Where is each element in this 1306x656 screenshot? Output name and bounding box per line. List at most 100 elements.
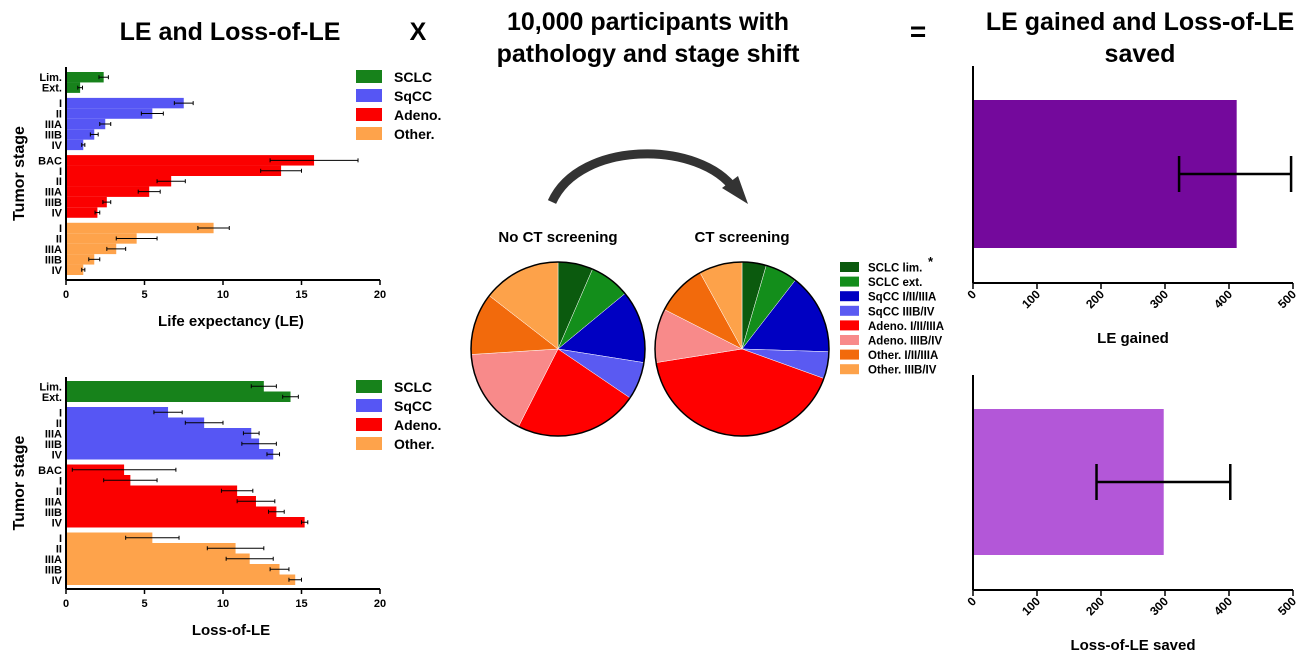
tick-label-x: 15 (295, 598, 307, 610)
legend-label: Adeno. IIIB/IV (868, 336, 942, 348)
arrow-head (722, 176, 748, 204)
times-symbol: X (409, 18, 427, 46)
legend-label: SqCC (394, 88, 432, 104)
bar-le-sqcc-i (66, 97, 184, 109)
title-middle: 10,000 participants with pathology and s… (496, 8, 800, 68)
bar-loss-sqcc-iiib (66, 438, 260, 449)
pie-outline (654, 261, 830, 437)
equals-symbol: = (909, 16, 927, 47)
tick-label-x: 0 (964, 287, 979, 302)
legend-swatch (840, 320, 859, 331)
bar-loss-sqcc-ii (66, 417, 205, 428)
pie-outline (470, 261, 646, 437)
legend-label: SCLC ext. (868, 277, 922, 289)
bar-le-sclc-ext. (66, 82, 81, 93)
bar-le-adeno-i (66, 165, 282, 176)
bar-loss-other-ii (66, 543, 236, 554)
legend-label: Other. (394, 436, 434, 452)
bar-le-adeno-iiia (66, 186, 150, 197)
tick-label-y: IIIB (45, 564, 62, 576)
tick-label-y: I (59, 223, 62, 235)
pie-title: No CT screening (498, 229, 617, 246)
bar-le-sqcc-ii (66, 108, 153, 119)
legend-label: SCLC lim. (868, 263, 922, 275)
tick-label-y: BAC (38, 465, 62, 477)
legend-swatch (356, 399, 382, 412)
tick-label-x: 0 (63, 289, 69, 301)
legend-swatch (840, 364, 859, 375)
legend-swatch (840, 305, 859, 316)
legend-swatch (356, 127, 382, 140)
tick-label-y: I (59, 533, 62, 545)
bar-le-adeno-iv (66, 207, 98, 218)
tick-label-y: I (59, 407, 62, 419)
tick-label-y: II (56, 543, 62, 555)
bar-loss-sqcc-iiia (66, 428, 252, 439)
tick-label-y: IIIB (45, 129, 62, 141)
legend-swatch (840, 262, 859, 272)
legend-swatch (840, 276, 859, 287)
tick-label-y: IV (52, 449, 63, 461)
bar-le-sclc-lim. (66, 72, 104, 83)
tick-label-y: IV (52, 208, 63, 220)
bar-le-adeno-ii (66, 176, 172, 187)
tick-label-y: Ext. (42, 392, 62, 404)
title-right: LE gained and Loss-of-LE saved (985, 8, 1295, 68)
bar-loss-sclc-ext. (66, 391, 291, 402)
tick-label-y: IV (52, 140, 63, 152)
bar-le-other-iiib (66, 254, 95, 265)
bar-loss-other-iiia (66, 553, 250, 564)
bar-le-adeno-bac (66, 155, 315, 166)
tick-label-y: IIIA (45, 554, 62, 566)
bar-loss-adeno-iiia (66, 496, 256, 507)
tick-label-y: IIIA (45, 119, 62, 131)
tick-label-x: 300 (1147, 594, 1171, 618)
tick-label-y: II (56, 418, 62, 430)
bar-le-sqcc-iiib (66, 129, 95, 140)
tick-label-x: 400 (1211, 287, 1235, 311)
tick-label-y: I (59, 166, 62, 178)
bar-loss-adeno-iv (66, 517, 305, 528)
tick-label-y: IIIA (45, 496, 62, 508)
y-axis-label: Tumor stage (11, 126, 28, 221)
tick-label-x: 15 (295, 289, 307, 301)
legend-label: SqCC I/II/IIIA (868, 292, 936, 304)
tick-label-x: 10 (217, 598, 229, 610)
tick-label-y: I (59, 475, 62, 487)
title-left: LE and Loss-of-LE (119, 18, 341, 46)
tick-label-y: Lim. (39, 381, 62, 393)
legend-label: SCLC (394, 69, 432, 85)
tick-label-y: IIIB (45, 507, 62, 519)
tick-label-y: II (56, 176, 62, 188)
legend-swatch (356, 437, 382, 450)
tick-label-x: 0 (964, 594, 979, 609)
tick-label-x: 400 (1211, 594, 1235, 618)
tick-label-y: IIIB (45, 197, 62, 209)
tick-label-y: IIIB (45, 439, 62, 451)
tick-label-x: 500 (1275, 594, 1299, 618)
tick-label-y: Ext. (42, 83, 62, 95)
tick-label-x: 100 (1019, 287, 1043, 311)
legend-label: SCLC (394, 379, 432, 395)
tick-label-y: IIIA (45, 428, 62, 440)
bar-loss-other-iv (66, 574, 296, 585)
legend-label: Other. (394, 126, 434, 142)
pie-title: CT screening (694, 229, 789, 246)
tick-label-y: II (56, 233, 62, 245)
curved-arrow (547, 149, 739, 205)
x-axis-label: LE gained (1097, 330, 1169, 347)
legend-label: Adeno. (394, 107, 441, 123)
tick-label-x: 100 (1019, 594, 1043, 618)
bar-loss-sclc-lim. (66, 381, 264, 392)
bar-loss-adeno-iiib (66, 506, 277, 517)
tick-label-y: I (59, 98, 62, 110)
bar-loss-adeno-ii (66, 485, 238, 496)
bar-loss-other-i (66, 532, 153, 543)
tick-label-x: 200 (1083, 594, 1107, 618)
bar-loss-sqcc-i (66, 407, 169, 418)
tick-label-y: II (56, 109, 62, 121)
legend-label: Other. IIIB/IV (868, 365, 937, 377)
legend-swatch (356, 89, 382, 102)
